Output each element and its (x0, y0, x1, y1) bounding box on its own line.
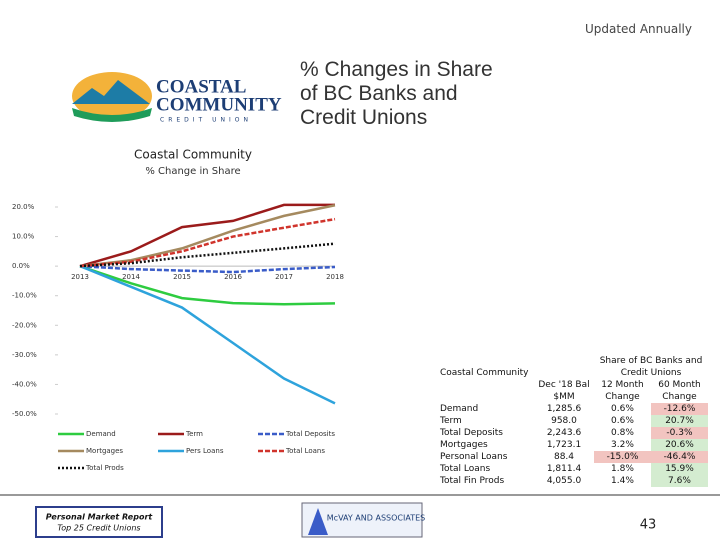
table-cell: 1,811.4 (546, 464, 582, 474)
logo-mountains (72, 80, 150, 104)
table-row: Total Deposits 2,243.6 0.8% -0.3% (438, 427, 708, 439)
report-badge (35, 506, 163, 538)
table-cell: -46.4% (650, 451, 708, 463)
y-tick-label: -20.0% (12, 321, 37, 329)
legend-label: Demand (86, 430, 116, 438)
y-tick-label: 0.0% (12, 262, 30, 270)
table-row: Dec '18 Bal $MM 12 Month Change 60 Month C… (438, 379, 708, 403)
table-cell: 1,285.6 (546, 404, 582, 414)
logo-text: CREDIT UNION (160, 117, 252, 124)
table-cell: 1.4% (611, 476, 634, 486)
table-row: Total Loans 1,811.4 1.8% 15.9% (438, 463, 708, 475)
table-cell: 0.8% (611, 428, 634, 438)
table-cell: 3.2% (611, 440, 634, 450)
legend-label: Term (185, 430, 203, 438)
series-line (79, 242, 336, 268)
y-tick-label: -10.0% (12, 292, 37, 300)
table-cell: 20.6% (650, 439, 708, 451)
series-line (79, 264, 336, 274)
table-row: Term 958.0 0.6% 20.7% (438, 415, 708, 427)
table-cell: 2,243.6 (546, 428, 582, 438)
table-row: Coastal Community Share of BC Banks and C… (438, 355, 708, 379)
logo-text: COMMUNITY (156, 94, 282, 115)
report-title: Personal Market Report (46, 513, 154, 522)
table-cell: 1,723.1 (546, 440, 582, 450)
table-cell: 15.9% (650, 463, 708, 475)
y-tick-label: 10.0% (12, 233, 35, 241)
legend-label: Total Deposits (285, 430, 335, 438)
summary-table: Coastal Community Share of BC Banks and C… (438, 355, 708, 487)
legend-label: Total Loans (285, 447, 325, 455)
table-cell: 20.7% (650, 415, 708, 427)
table-cell: Mortgages (440, 440, 488, 450)
table-cell: Dec '18 Bal $MM (538, 380, 590, 402)
table-cell: 0.6% (611, 404, 634, 414)
table-row: Personal Loans 88.4 -15.0% -46.4% (438, 451, 708, 463)
report-subtitle: Top 25 Credit Unions (57, 524, 140, 533)
legend-label: Mortgages (86, 447, 123, 455)
series-line (79, 264, 336, 405)
table-cell: -12.6% (650, 403, 708, 415)
table-cell: Coastal Community (440, 368, 529, 378)
table-row: Mortgages 1,723.1 3.2% 20.6% (438, 439, 708, 451)
y-tick-label: -40.0% (12, 380, 37, 388)
y-tick-label: -50.0% (12, 410, 37, 418)
company-icon (308, 508, 328, 535)
x-tick-label: 2018 (326, 273, 344, 281)
legend-label: Total Prods (85, 464, 124, 472)
x-tick-label: 2014 (122, 273, 140, 281)
x-tick-label: 2013 (71, 273, 89, 281)
table-row: Total Fin Prods 4,055.0 1.4% 7.6% (438, 475, 708, 487)
x-tick-label: 2017 (275, 273, 293, 281)
table-cell: 12 Month Change (601, 380, 644, 402)
table-row: Demand 1,285.6 0.6% -12.6% (438, 403, 708, 415)
y-tick-label: 20.0% (12, 203, 35, 211)
page-number: 43 (640, 518, 657, 533)
table-cell: Total Fin Prods (440, 476, 505, 486)
table-cell: 60 Month Change (658, 380, 701, 402)
table-cell: Total Loans (440, 464, 491, 474)
table-cell: Share of BC Banks and Credit Unions (599, 356, 703, 378)
company-name: McVAY AND ASSOCIATES (327, 514, 425, 523)
table-cell: Demand (440, 404, 479, 414)
table-cell: 4,055.0 (546, 476, 582, 486)
logo-wave (72, 108, 152, 122)
table-cell: 7.6% (650, 475, 708, 487)
table-cell: -15.0% (594, 451, 651, 463)
table-cell: Personal Loans (440, 452, 508, 462)
table-cell: 1.8% (611, 464, 634, 474)
table-cell: 0.6% (611, 416, 634, 426)
chart-title: Coastal Community (134, 148, 252, 162)
y-tick-label: -30.0% (12, 351, 37, 359)
slide-title: % Changes in Share of BC Banks and Credi… (300, 58, 493, 129)
legend-label: Pers Loans (186, 447, 224, 455)
x-tick-label: 2015 (173, 273, 191, 281)
table-cell: 88.4 (553, 452, 575, 462)
x-tick-label: 2016 (224, 273, 242, 281)
table-cell (534, 355, 594, 379)
table-cell: -0.3% (650, 427, 708, 439)
series-line (79, 217, 336, 268)
series-line (79, 264, 336, 306)
series-line (79, 203, 335, 268)
series-line (79, 204, 336, 268)
table-cell: Total Deposits (440, 428, 503, 438)
note: Updated Annually (584, 22, 692, 36)
table-cell (438, 379, 534, 403)
chart-subtitle: % Change in Share (145, 166, 240, 177)
table-cell: Term (440, 416, 462, 426)
table-cell: 958.0 (551, 416, 577, 426)
logo-text: COASTAL (156, 76, 246, 97)
